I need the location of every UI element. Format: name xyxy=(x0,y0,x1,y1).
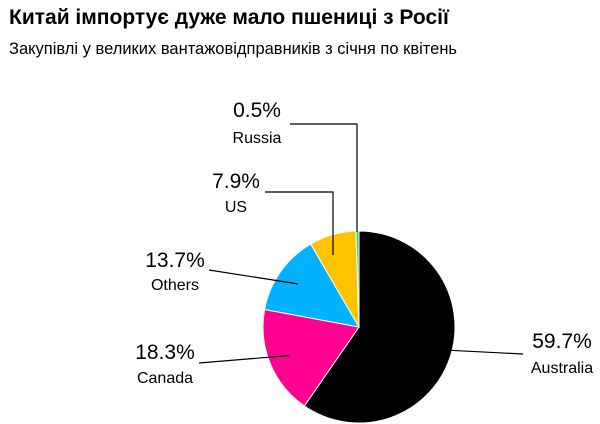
slice-value-label-australia: 59.7% xyxy=(532,330,592,353)
slice-value-label-others: 13.7% xyxy=(145,249,205,272)
leader-line-russia xyxy=(290,123,358,232)
pie-slice-canada xyxy=(262,308,360,407)
slice-value-label-us: 7.9% xyxy=(212,170,260,193)
leader-line-others xyxy=(208,269,298,285)
leader-line-us xyxy=(265,191,334,255)
chart-title: Китай імпортує дуже мало пшениці з Росії xyxy=(9,6,449,29)
leader-line-australia xyxy=(430,348,524,355)
slice-category-label-australia: Australia xyxy=(531,360,593,377)
slice-value-label-russia: 0.5% xyxy=(233,99,281,122)
pie-slice-others xyxy=(264,243,360,328)
slice-value-label-canada: 18.3% xyxy=(135,341,195,364)
slice-category-label-others: Others xyxy=(151,277,199,294)
slice-category-label-russia: Russia xyxy=(233,130,282,147)
pie-slice-australia xyxy=(303,230,456,424)
slice-category-label-us: US xyxy=(225,199,247,216)
leader-line-canada xyxy=(198,354,290,364)
chart-subtitle: Закупівлі у великих вантажовідправників … xyxy=(9,40,458,58)
slice-category-label-canada: Canada xyxy=(137,370,193,387)
